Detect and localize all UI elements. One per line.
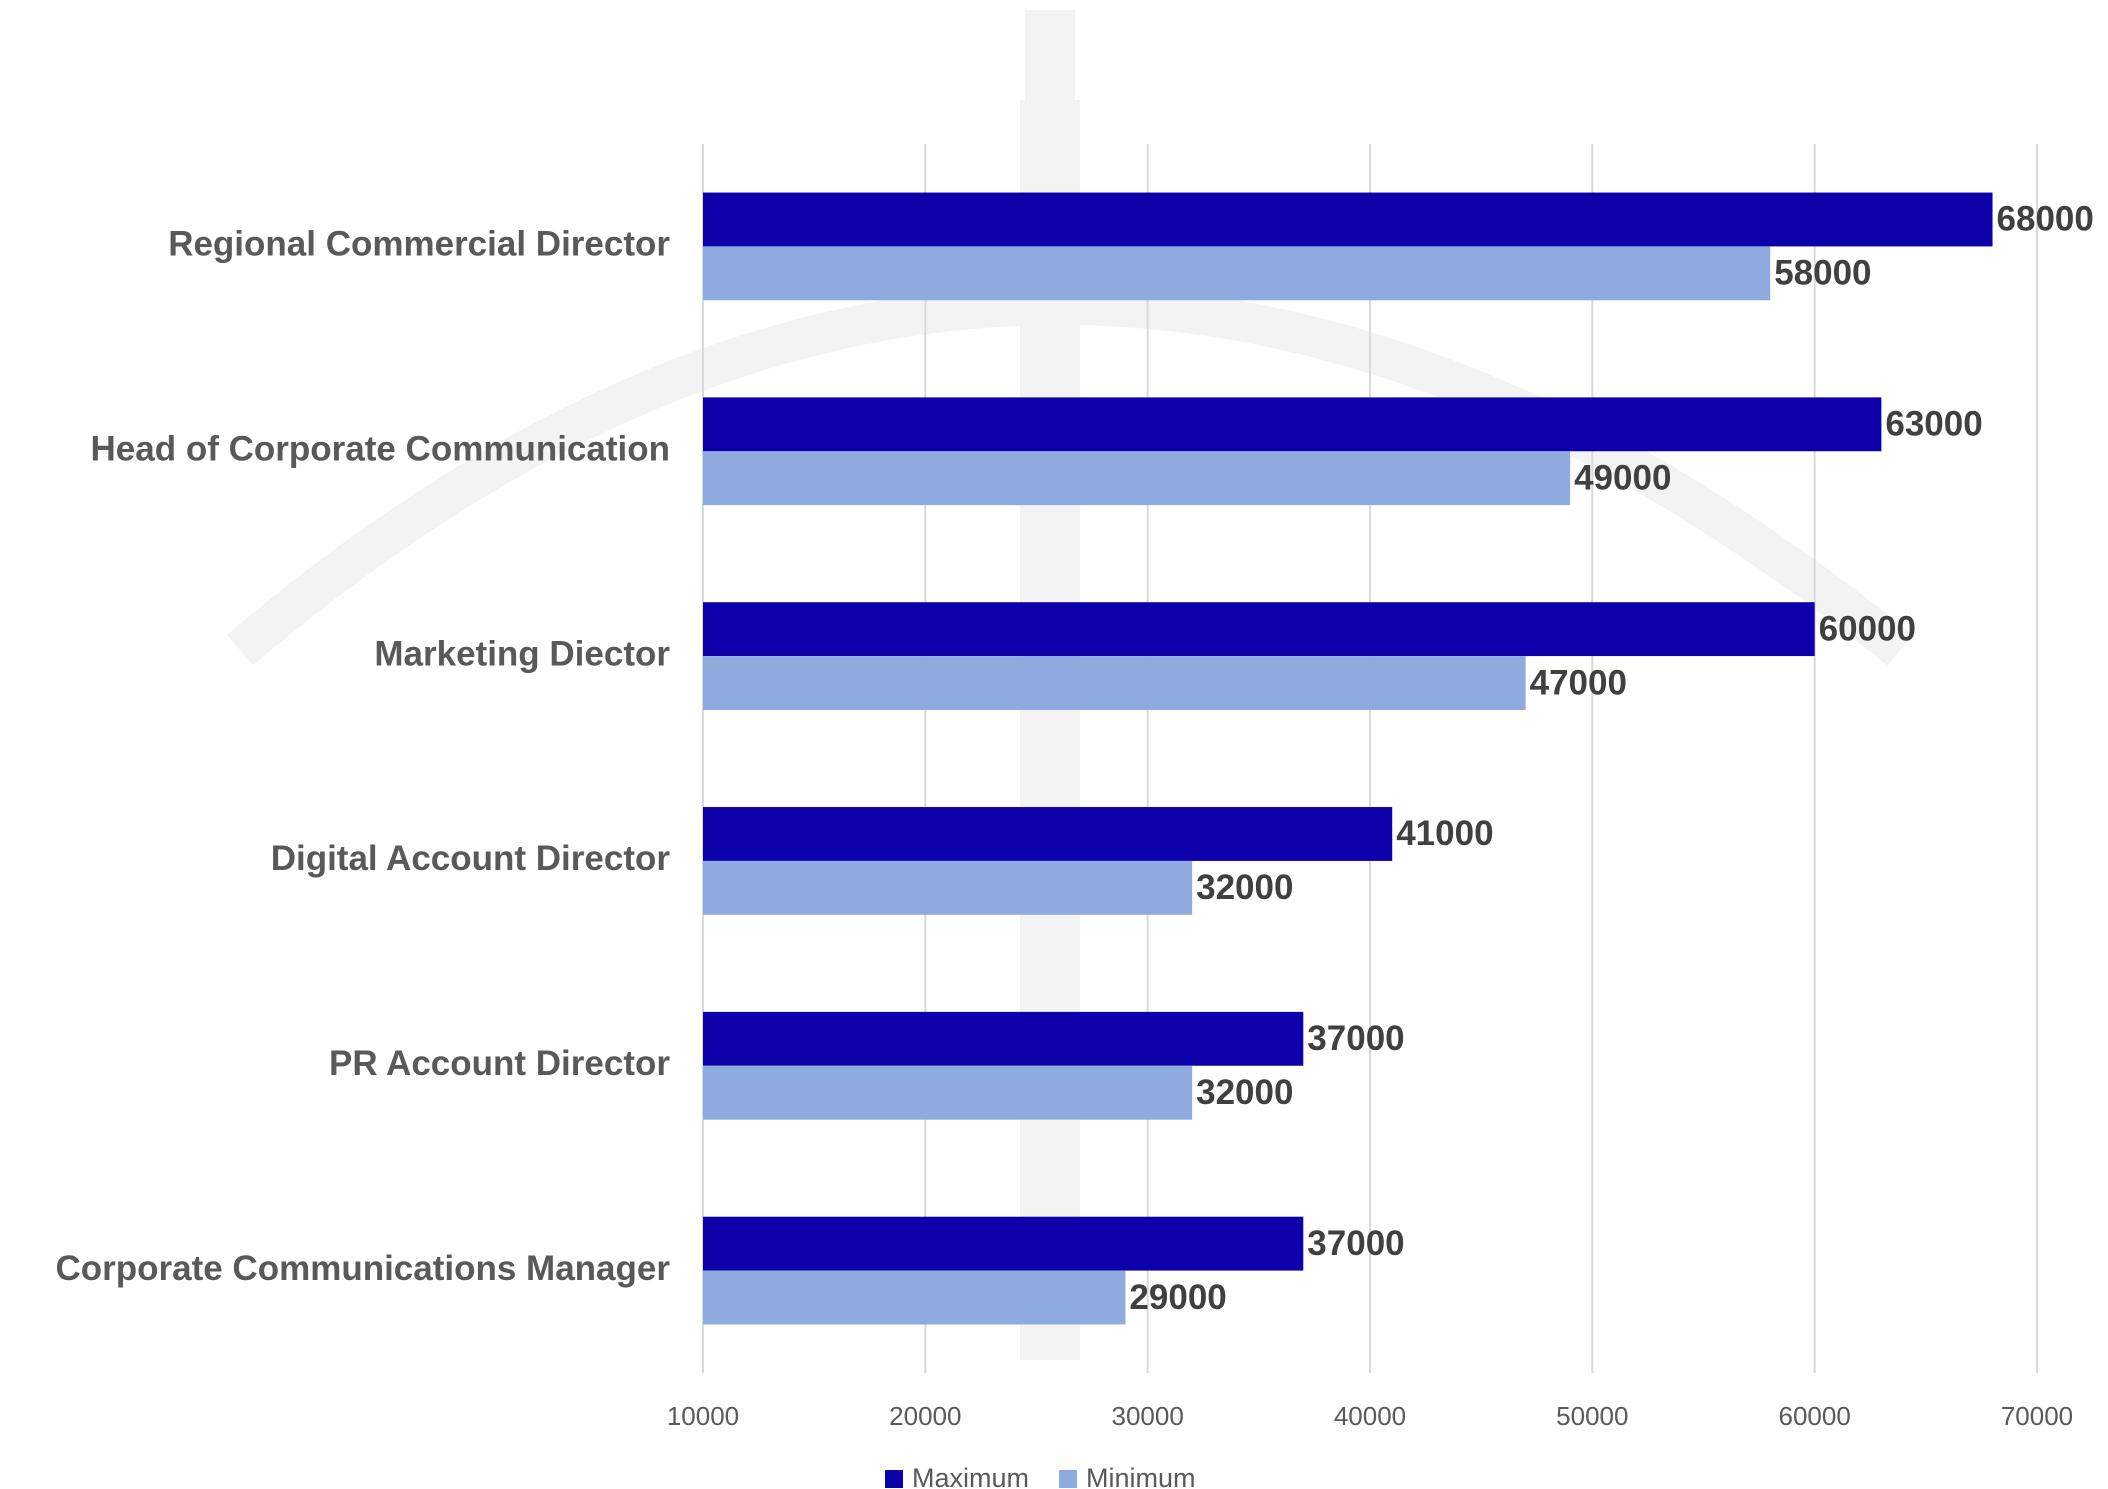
data-label: 47000 [1530,663,1627,702]
x-tick-label: 70000 [2001,1401,2073,1431]
data-label: 29000 [1129,1278,1226,1317]
bar [703,451,1571,506]
bar [703,192,1993,247]
bar [703,1216,1304,1271]
y-tick-label: PR Account Director [329,1044,670,1083]
data-label: 60000 [1819,609,1916,648]
data-label: 32000 [1196,868,1293,907]
x-tick-label: 20000 [889,1401,961,1431]
data-label: 37000 [1307,1019,1404,1058]
data-label: 68000 [1997,200,2094,239]
bar [703,397,1882,452]
legend-label: Maximum [912,1463,1029,1489]
data-label: 49000 [1574,458,1671,497]
legend-label: Minimum [1086,1463,1196,1489]
data-label: 58000 [1774,254,1871,293]
x-tick-label: 40000 [1334,1401,1406,1431]
y-tick-label: Corporate Communications Manager [55,1249,670,1288]
y-tick-label: Marketing Diector [374,634,670,673]
data-label: 63000 [1885,405,1982,444]
y-tick-label: Head of Corporate Communication [91,430,670,469]
bar [703,602,1815,657]
bar [703,1011,1304,1066]
data-label: 41000 [1396,814,1493,853]
x-tick-label: 30000 [1112,1401,1184,1431]
y-tick-label: Regional Commercial Director [168,225,670,264]
bar [703,1065,1193,1120]
y-tick-label: Digital Account Director [271,839,671,878]
legend-swatch [885,1470,903,1488]
data-label: 37000 [1307,1224,1404,1263]
bar [703,246,1771,301]
x-tick-label: 60000 [1779,1401,1851,1431]
bar [703,1270,1126,1325]
x-tick-label: 10000 [667,1401,739,1431]
x-tick-label: 50000 [1556,1401,1628,1431]
bar [703,807,1393,861]
bar [703,656,1526,710]
legend-swatch [1059,1470,1078,1488]
bar [703,860,1193,915]
data-label: 32000 [1196,1073,1293,1112]
watermark [227,10,1913,1360]
